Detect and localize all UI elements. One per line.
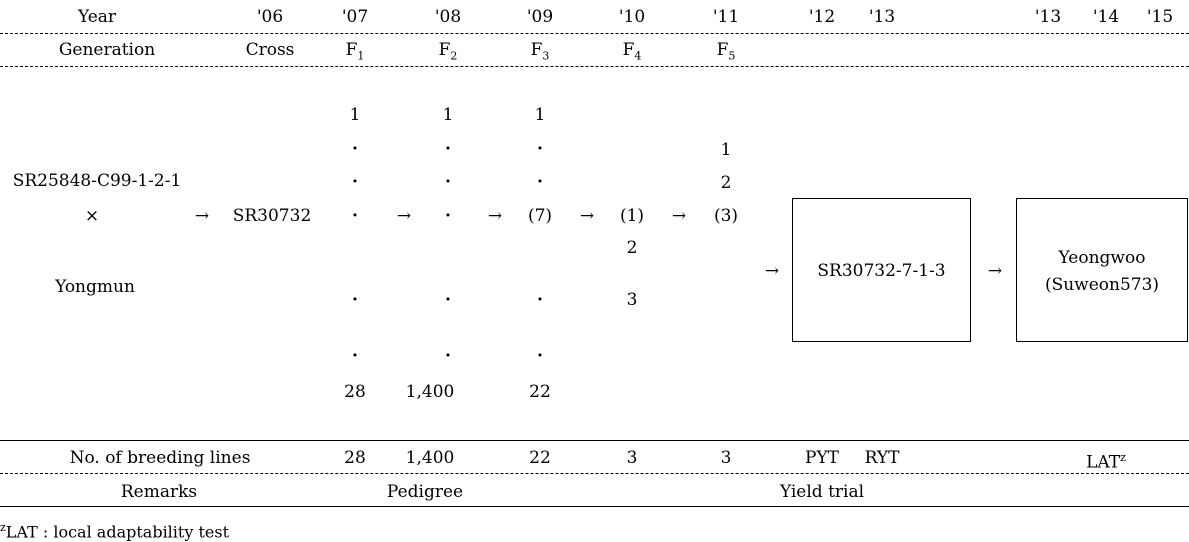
f3-dot: · [537, 290, 543, 310]
f1-dot: · [352, 290, 358, 310]
f1-dot: · [352, 172, 358, 192]
f4-second: 2 [626, 238, 638, 258]
f1-first: 1 [349, 105, 361, 125]
generation-divider [0, 66, 1189, 67]
f4-selected: (1) [619, 206, 645, 226]
remarks-pedigree: Pedigree [386, 482, 464, 502]
f3-first: 1 [534, 105, 546, 125]
cross-label: Cross [245, 40, 295, 60]
f2-dot: · [445, 290, 451, 310]
f1-dot: · [352, 206, 358, 226]
year-07: '07 [341, 7, 369, 27]
footnote: zLAT : local adaptability test [0, 521, 230, 542]
breeding-lines-f5: 3 [720, 448, 732, 468]
cultivar-name: Yeongwoo [1058, 248, 1146, 268]
f3-dot: · [537, 139, 543, 159]
f2-dot: · [445, 206, 451, 226]
year-09: '09 [526, 7, 554, 27]
generation-f1: F1 [345, 40, 365, 63]
year-10: '10 [618, 7, 646, 27]
cultivar-alt-name: (Suweon573) [1044, 275, 1160, 295]
generation-f4: F4 [622, 40, 642, 63]
arrow-to-cultivar: → [987, 261, 1003, 281]
arrow-to-f5: → [671, 206, 687, 226]
f3-dot: · [537, 172, 543, 192]
breeding-lines-f4: 3 [626, 448, 638, 468]
year-06: '06 [256, 7, 284, 27]
cross-line: SR30732 [232, 206, 312, 226]
generation-label: Generation [58, 40, 156, 60]
arrow-to-f4: → [579, 206, 595, 226]
arrow-to-f2: → [396, 206, 412, 226]
f5-selected: (3) [713, 206, 739, 226]
f5-second: 2 [720, 173, 732, 193]
male-parent: Yongmun [55, 277, 135, 297]
f2-first: 1 [442, 105, 454, 125]
selected-line-name: SR30732-7-1-3 [817, 261, 946, 281]
f1-dot: · [352, 139, 358, 159]
year-12: '12 [808, 7, 836, 27]
f5-first: 1 [720, 140, 732, 160]
header-divider [0, 33, 1189, 34]
year-13-b: '13 [1034, 7, 1062, 27]
year-08: '08 [434, 7, 462, 27]
year-label: Year [77, 7, 117, 27]
remarks-label: Remarks [120, 482, 198, 502]
year-13-a: '13 [868, 7, 896, 27]
breeding-lines-f1: 28 [344, 448, 366, 468]
table-bottom-rule [0, 506, 1189, 507]
f3-last: 22 [529, 382, 551, 402]
f2-dot: · [445, 172, 451, 192]
lat-label: LATz [1086, 451, 1126, 473]
generation-f5: F5 [716, 40, 736, 63]
breeding-lines-f2: 1,400 [405, 448, 455, 468]
arrow-to-cross: → [194, 206, 210, 226]
remarks-yield-trial: Yield trial [779, 482, 865, 502]
f2-dot: · [445, 139, 451, 159]
f3-dot: · [537, 346, 543, 366]
cross-symbol: × [84, 206, 100, 226]
cultivar-box: Yeongwoo (Suweon573) [1016, 198, 1188, 342]
selected-line-box: SR30732-7-1-3 [792, 198, 971, 342]
f1-dot: · [352, 346, 358, 366]
body-bottom-rule [0, 440, 1189, 441]
arrow-to-f3: → [487, 206, 503, 226]
breeding-lines-label: No. of breeding lines [69, 448, 251, 468]
breeding-lines-f3: 22 [529, 448, 551, 468]
female-parent: SR25848-C99-1-2-1 [12, 171, 182, 191]
generation-f3: F3 [530, 40, 550, 63]
year-15: '15 [1146, 7, 1174, 27]
ryt-label: RYT [864, 448, 900, 468]
f3-selected: (7) [527, 206, 553, 226]
breeding-lines-divider [0, 473, 1189, 474]
f4-third: 3 [626, 290, 638, 310]
generation-f2: F2 [438, 40, 458, 63]
f1-last: 28 [344, 382, 366, 402]
pyt-label: PYT [805, 448, 839, 468]
year-11: '11 [712, 7, 740, 27]
arrow-to-selected-line: → [764, 261, 780, 281]
year-14: '14 [1092, 7, 1120, 27]
f2-dot: · [445, 346, 451, 366]
f2-last: 1,400 [405, 382, 455, 402]
